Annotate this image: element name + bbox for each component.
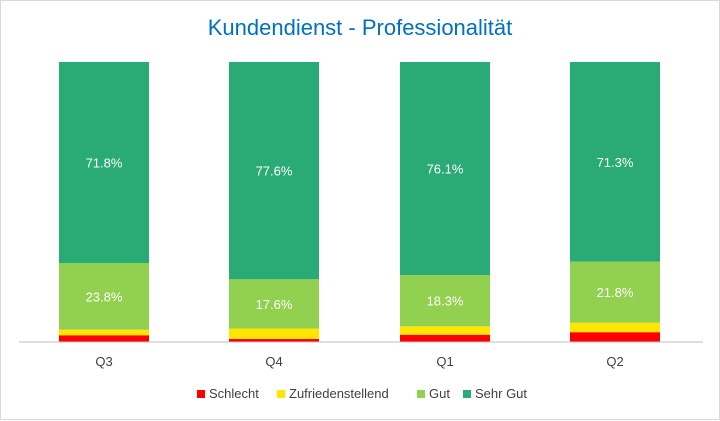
data-label-gut-q1: 18.3% — [427, 294, 464, 309]
bar-segment-gut-q1 — [400, 275, 490, 327]
bar-segment-zufriedenstellend-q2 — [570, 322, 660, 333]
data-label-gut-q2: 21.8% — [597, 285, 634, 300]
legend-label-sehr-gut: Sehr Gut — [475, 386, 527, 401]
data-label-gut-q3: 23.8% — [86, 289, 123, 304]
data-label-sehr-gut-q2: 71.3% — [597, 155, 634, 170]
data-label-sehr-gut-q1: 76.1% — [427, 162, 464, 177]
legend-swatch-gut — [417, 390, 425, 398]
bar-segment-sehr-gut-q1 — [400, 62, 490, 276]
bar-segment-schlecht-q2 — [570, 332, 660, 342]
bar-segment-zufriedenstellend-q4 — [229, 328, 319, 339]
chart-title: Kundendienst - Professionalität — [208, 15, 513, 40]
x-tick-label-q2: Q2 — [606, 354, 623, 369]
bar-segment-gut-q2 — [570, 261, 660, 323]
legend-swatch-sehr-gut — [463, 390, 471, 398]
bar-segment-gut-q4 — [229, 279, 319, 329]
legend-label-zufriedenstellend: Zufriedenstellend — [289, 386, 389, 401]
legend-label-gut: Gut — [429, 386, 450, 401]
bar-segment-sehr-gut-q2 — [570, 62, 660, 262]
bar-segment-schlecht-q1 — [400, 334, 490, 342]
legend: Schlecht Zufriedenstellend Gut Sehr Gut — [197, 386, 527, 401]
data-label-sehr-gut-q4: 77.6% — [256, 164, 293, 179]
x-tick-label-q3: Q3 — [95, 354, 112, 369]
bar-segment-zufriedenstellend-q3 — [59, 329, 149, 336]
bar-segment-schlecht-q4 — [229, 338, 319, 342]
x-tick-label-q4: Q4 — [265, 354, 282, 369]
bar-segment-gut-q3 — [59, 263, 149, 330]
bars-group: 23.8% 71.8% 17.6% 77.6% 18.3% 76.1% 21.8% 71.3% — [59, 62, 660, 342]
bar-segment-sehr-gut-q4 — [229, 62, 319, 280]
bar-segment-schlecht-q3 — [59, 335, 149, 342]
x-tick-label-q1: Q1 — [436, 354, 453, 369]
bar-segment-sehr-gut-q3 — [59, 62, 149, 264]
data-label-gut-q4: 17.6% — [256, 297, 293, 312]
bar-segment-zufriedenstellend-q1 — [400, 326, 490, 335]
legend-label-schlecht: Schlecht — [209, 386, 259, 401]
data-label-sehr-gut-q3: 71.8% — [86, 156, 123, 171]
legend-swatch-zufriedenstellend — [277, 390, 285, 398]
legend-swatch-schlecht — [197, 390, 205, 398]
x-tick-labels: Q3 Q4 Q1 Q2 — [95, 354, 623, 369]
